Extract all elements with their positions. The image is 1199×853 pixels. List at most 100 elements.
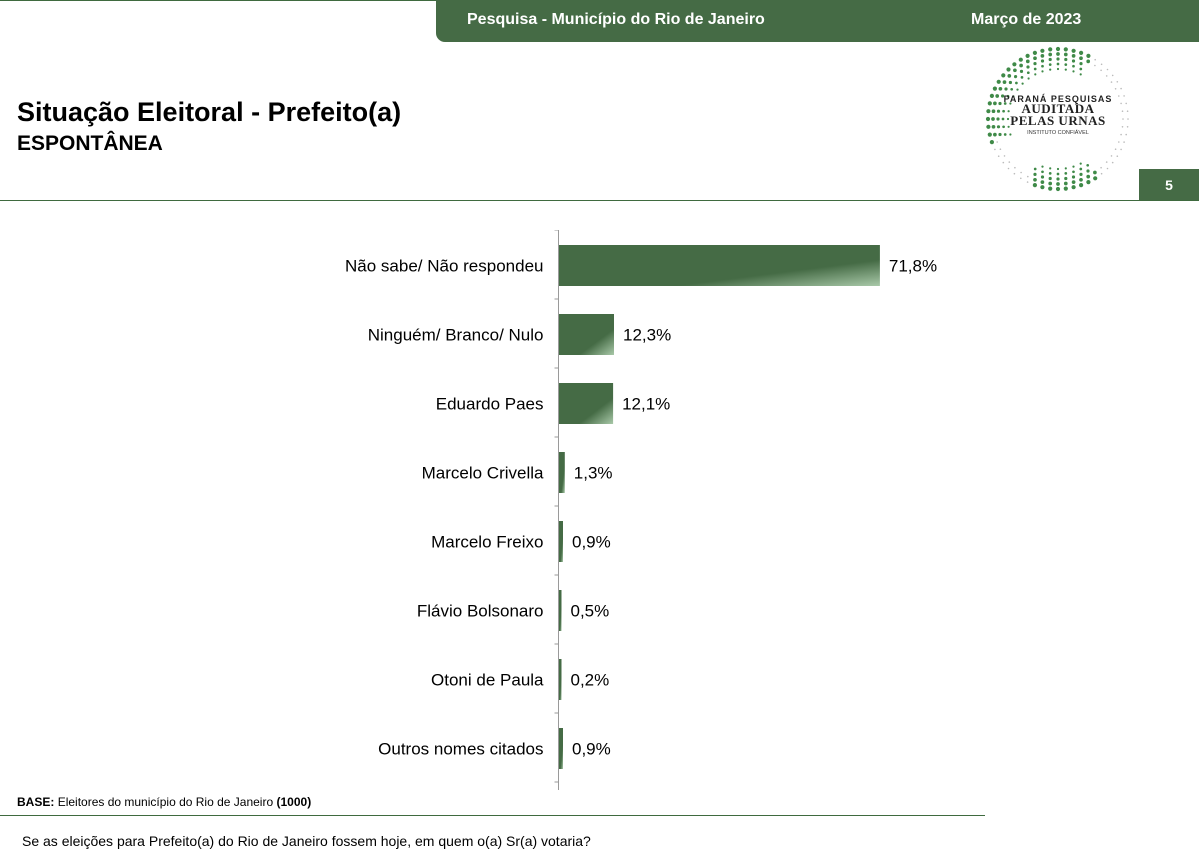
- seal-dot: [1041, 64, 1044, 68]
- seal-dot: [997, 155, 1000, 157]
- seal-dot: [996, 125, 1001, 129]
- data-label: 12,1%: [622, 395, 670, 414]
- seal-dot: [1026, 71, 1030, 75]
- seal-dot: [1093, 170, 1097, 175]
- seal-dot: [996, 141, 998, 143]
- seal-dot: [1032, 50, 1037, 55]
- seal-dot: [1012, 95, 1015, 98]
- category-label: Marcelo Freixo: [431, 533, 543, 552]
- seal-dot: [1120, 102, 1122, 105]
- seal-dot: [1072, 165, 1075, 168]
- seal-dot: [1019, 69, 1024, 73]
- seal-dot: [1079, 73, 1082, 76]
- seal-dot: [995, 94, 1000, 98]
- seal-dot: [1003, 133, 1007, 136]
- seal-dot: [1002, 109, 1005, 113]
- seal-dot: [998, 101, 1002, 106]
- seal-dot: [1056, 67, 1060, 71]
- seal-dot: [1014, 75, 1018, 79]
- seal-dot: [1116, 81, 1119, 83]
- seal-dot: [1040, 185, 1045, 190]
- seal-dot: [1018, 57, 1023, 62]
- seal-dot: [1063, 52, 1068, 57]
- seal-dot: [1079, 183, 1084, 188]
- seal-dot: [999, 148, 1002, 150]
- seal-dot: [1064, 172, 1068, 175]
- seal-dot: [996, 117, 1000, 121]
- seal-dot: [1026, 181, 1029, 183]
- header-survey-title: Pesquisa - Município do Rio de Janeiro: [467, 11, 765, 28]
- seal-dot: [1086, 174, 1091, 179]
- seal-dot: [1125, 102, 1127, 105]
- seal-dot: [998, 86, 1003, 91]
- seal-dot: [1094, 64, 1096, 67]
- seal-dot: [1048, 176, 1052, 181]
- seal-dot: [1048, 186, 1053, 191]
- seal-dot: [1056, 62, 1060, 66]
- seal-dot: [993, 132, 997, 137]
- seal-dot: [1118, 141, 1120, 143]
- category-label: Marcelo Crivella: [422, 464, 544, 483]
- seal-dot: [1072, 170, 1075, 174]
- seal-dot: [991, 124, 996, 129]
- bar: [559, 452, 565, 493]
- seal-dot: [1006, 94, 1010, 98]
- category-label: Otoni de Paula: [431, 671, 544, 690]
- bar: [559, 521, 563, 562]
- seal-dot-ring: [985, 46, 1129, 192]
- seal-dot: [1056, 172, 1060, 176]
- seal-dot: [1120, 133, 1122, 136]
- seal-dot: [1086, 180, 1091, 185]
- data-label: 0,9%: [572, 740, 611, 759]
- seal-dot: [1079, 177, 1083, 182]
- seal-dot: [1071, 185, 1076, 190]
- seal-dot: [985, 116, 991, 122]
- seal-dot: [1071, 48, 1076, 53]
- seal-dot: [1072, 64, 1075, 68]
- seal-dot: [1033, 172, 1037, 176]
- seal-dot: [1105, 75, 1108, 77]
- seal-dot: [1026, 65, 1030, 69]
- seal-dot: [1025, 53, 1030, 58]
- seal-dot: [1012, 62, 1017, 67]
- seal-dot: [1020, 171, 1022, 174]
- seal-dot: [1120, 148, 1122, 151]
- seal-dot: [1002, 161, 1005, 164]
- seal-dot: [1056, 57, 1060, 61]
- seal-dot: [1127, 118, 1129, 120]
- bar: [559, 590, 562, 631]
- seal-dot: [1040, 48, 1045, 53]
- seal-dot: [1121, 110, 1124, 112]
- seal-dot: [1013, 68, 1017, 73]
- seal-dot: [1071, 59, 1076, 63]
- seal-dot: [1063, 186, 1068, 191]
- data-label: 71,8%: [889, 257, 937, 276]
- data-label: 0,9%: [572, 533, 611, 552]
- footer-base-text: Eleitores do município do Rio de Janeiro: [57, 795, 274, 809]
- data-label: 0,5%: [571, 602, 610, 621]
- page-subtitle: ESPONTÂNEA: [17, 132, 163, 155]
- bar: [559, 659, 562, 700]
- category-label: Outros nomes citados: [378, 740, 543, 759]
- seal-dot: [1040, 180, 1045, 184]
- seal-dot: [1116, 155, 1119, 157]
- category-label: Ninguém/ Branco/ Nulo: [368, 326, 544, 345]
- seal-dot: [1121, 126, 1124, 128]
- seal-dot: [1034, 73, 1037, 76]
- seal-dot: [1079, 50, 1084, 55]
- seal-dot: [1049, 167, 1052, 170]
- seal-line4: INSTITUTO CONFIÁVEL: [1027, 129, 1089, 136]
- header-bar: Pesquisa - Município do Rio de Janeiro M…: [436, 0, 1199, 42]
- seal-dot: [994, 148, 996, 151]
- seal-dot: [1048, 57, 1052, 62]
- seal-dot: [1125, 133, 1127, 136]
- seal-dot: [1033, 67, 1037, 71]
- seal-dot: [1048, 63, 1052, 66]
- seal-dot: [1040, 59, 1045, 63]
- seal-dot: [1007, 110, 1010, 113]
- seal-dot: [1033, 56, 1037, 61]
- seal-dot: [1079, 172, 1083, 176]
- seal-dot: [1122, 118, 1124, 120]
- footer-base-n: (1000): [276, 795, 312, 809]
- seal-dot: [1048, 47, 1053, 52]
